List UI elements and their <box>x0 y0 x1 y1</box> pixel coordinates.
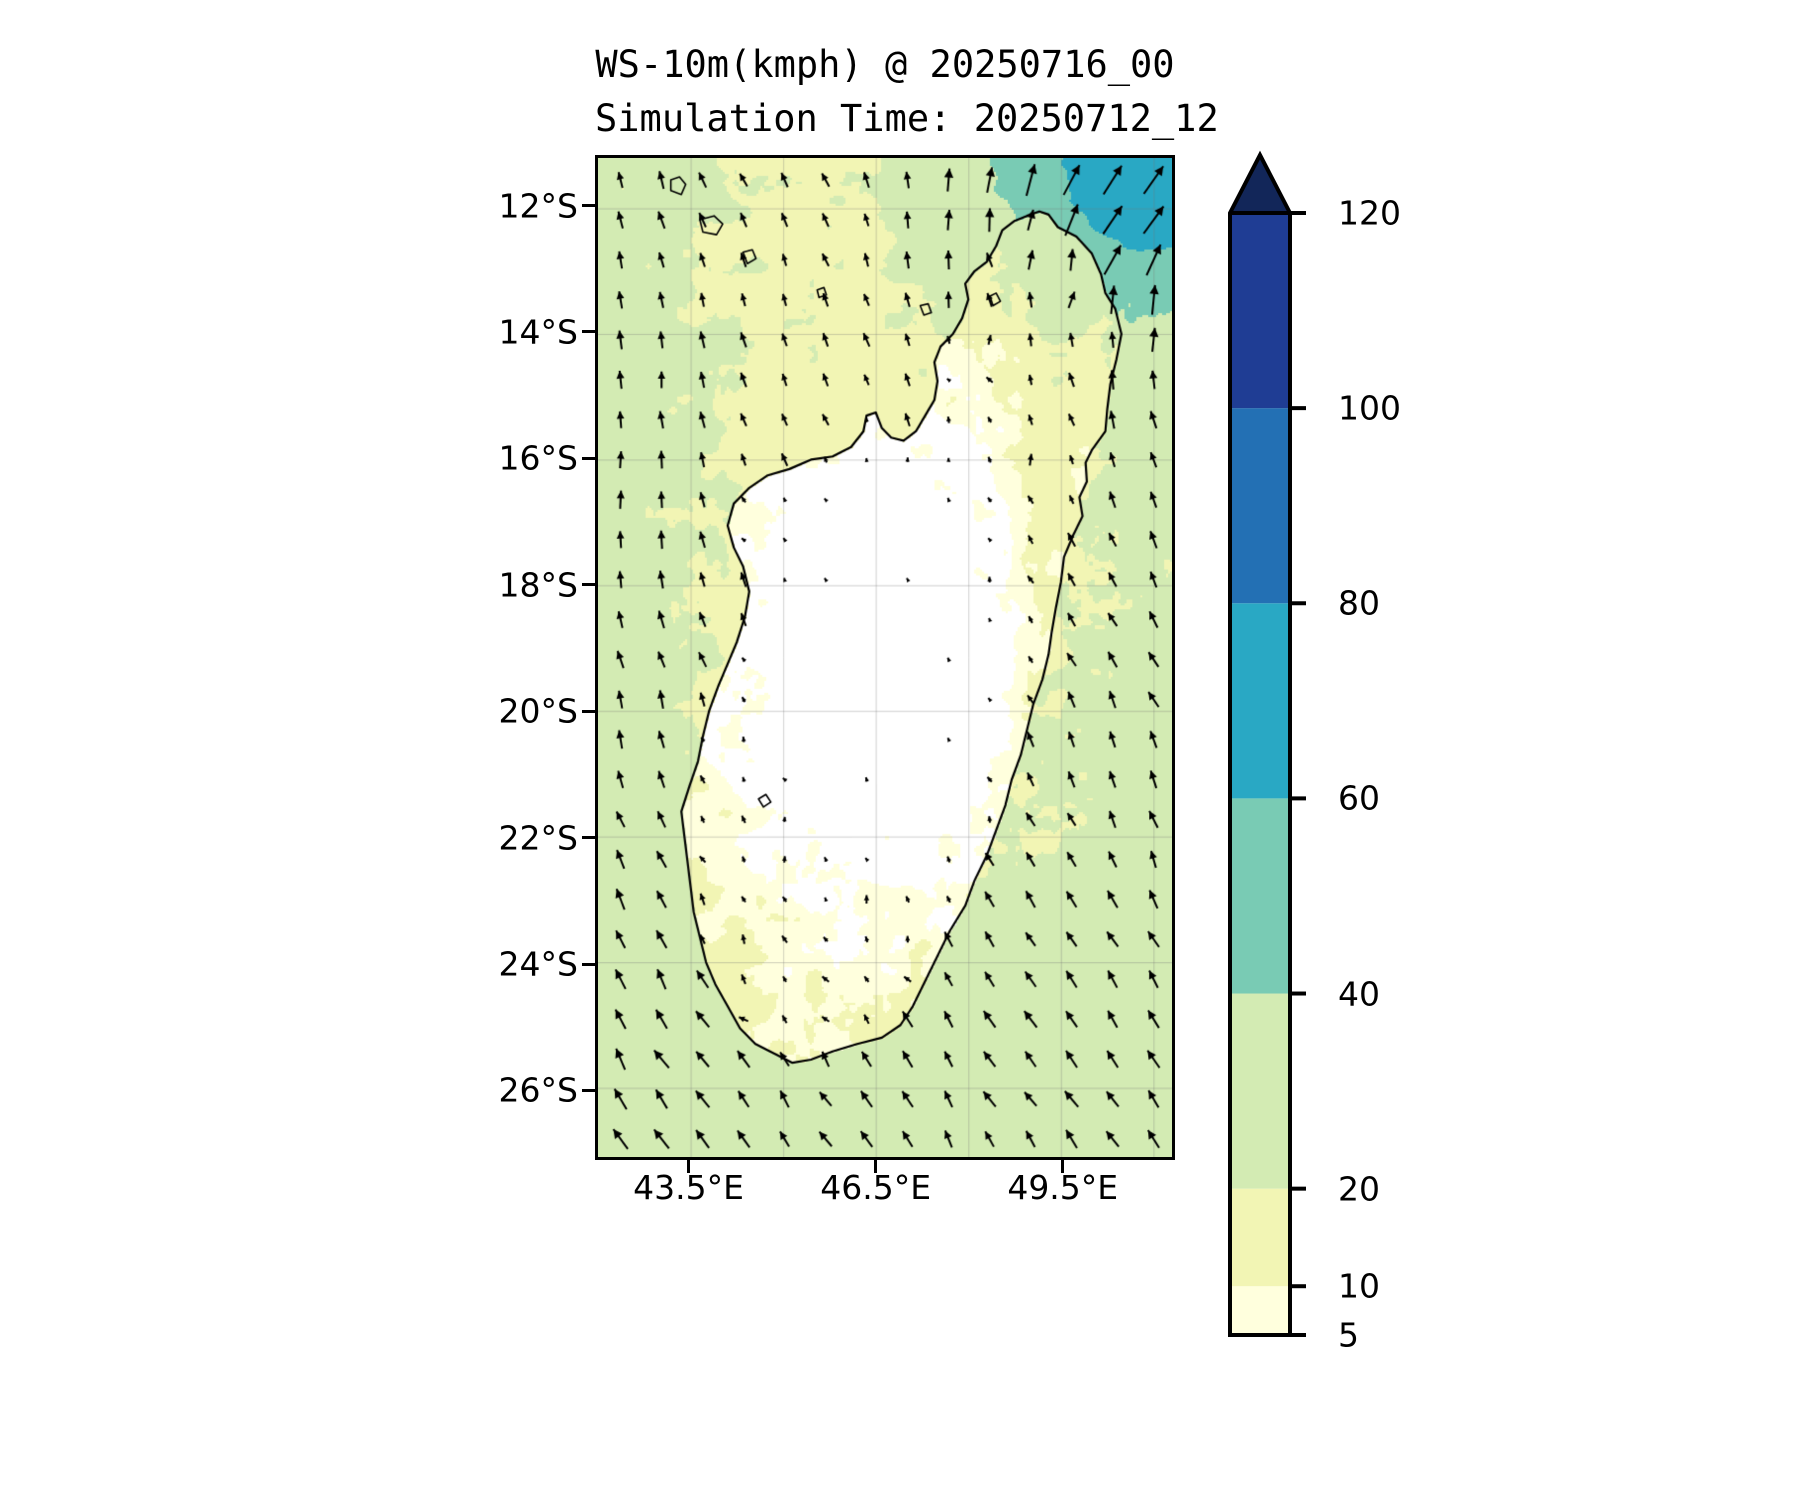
lat-tick-label: 12°S <box>498 186 578 226</box>
lat-tick-mark <box>582 1088 595 1092</box>
lat-tick-label: 24°S <box>498 944 578 984</box>
title-line-1: WS-10m(kmph) @ 20250716_00 <box>595 43 1175 86</box>
colorbar-tick-label: 120 <box>1338 193 1401 233</box>
lat-tick-mark <box>582 709 595 713</box>
chart-title: WS-10m(kmph) @ 20250716_00 Simulation Ti… <box>595 38 1219 146</box>
lat-tick-label: 18°S <box>498 565 578 605</box>
lat-tick-label: 16°S <box>498 438 578 478</box>
lon-tick-mark <box>687 1160 691 1173</box>
lat-tick-label: 20°S <box>498 691 578 731</box>
colorbar-band <box>1230 993 1290 1189</box>
lon-tick-mark <box>874 1160 878 1173</box>
colorbar-tick-label: 100 <box>1338 388 1401 428</box>
lon-tick-label: 46.5°E <box>820 1168 932 1207</box>
colorbar-outline <box>1228 213 1292 1337</box>
map-plot-area <box>595 155 1175 1160</box>
lat-tick-mark <box>582 836 595 840</box>
colorbar-band <box>1230 1286 1290 1335</box>
colorbar-band <box>1230 798 1290 994</box>
wind-speed-contour-map <box>598 158 1172 1157</box>
lon-tick-label: 49.5°E <box>1007 1168 1119 1207</box>
colorbar-tick-label: 60 <box>1338 778 1380 818</box>
lat-tick-label: 14°S <box>498 312 578 352</box>
lat-tick-mark <box>582 204 595 208</box>
colorbar-extend-arrow <box>1228 150 1294 215</box>
lat-tick-mark <box>582 962 595 966</box>
lat-tick-label: 22°S <box>498 818 578 858</box>
colorbar-tick-label: 5 <box>1338 1315 1359 1355</box>
lat-tick-mark <box>582 330 595 334</box>
lon-tick-label: 43.5°E <box>633 1168 744 1207</box>
colorbar-tick-label: 10 <box>1338 1266 1380 1306</box>
colorbar-tick-label: 80 <box>1338 583 1380 623</box>
colorbar-band <box>1230 213 1290 409</box>
lat-tick-label: 26°S <box>498 1070 578 1110</box>
colorbar: 120 100 80 60 40 20 10 5 <box>1228 148 1478 1355</box>
lat-tick-mark <box>582 583 595 587</box>
lat-tick-mark <box>582 456 595 460</box>
colorbar-gradient <box>1228 150 1306 1337</box>
colorbar-band <box>1230 408 1290 604</box>
colorbar-tick-label: 40 <box>1338 974 1380 1014</box>
colorbar-tick-label: 20 <box>1338 1169 1380 1209</box>
lon-tick-mark <box>1061 1160 1065 1173</box>
title-line-2: Simulation Time: 20250712_12 <box>595 97 1219 140</box>
colorbar-band <box>1230 1188 1290 1287</box>
colorbar-band <box>1230 603 1290 799</box>
